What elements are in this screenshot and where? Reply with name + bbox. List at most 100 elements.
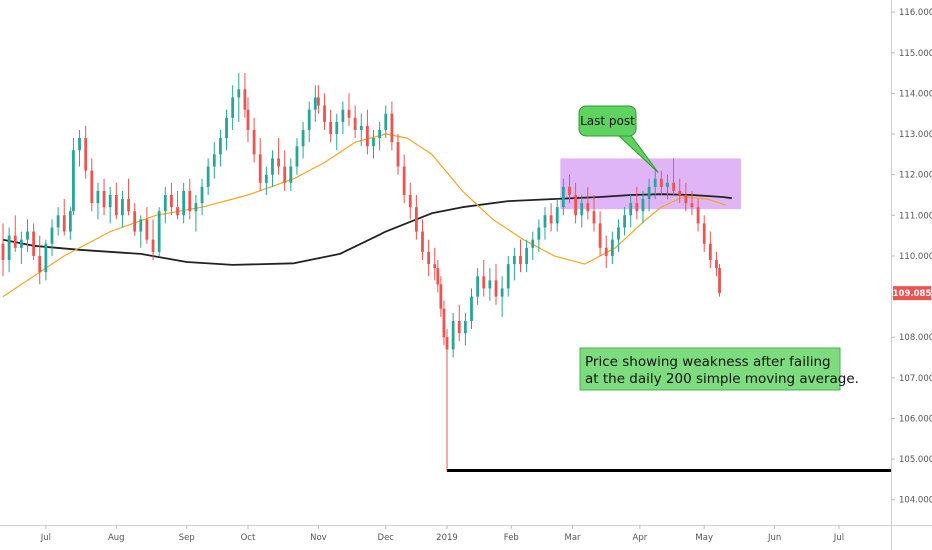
candle-body[interactable] bbox=[561, 186, 565, 208]
candle-body[interactable] bbox=[237, 89, 241, 98]
candle-body[interactable] bbox=[445, 337, 449, 350]
candle-body[interactable] bbox=[7, 235, 11, 260]
candle-body[interactable] bbox=[580, 203, 584, 216]
candle-body[interactable] bbox=[421, 231, 424, 252]
candle-body[interactable] bbox=[586, 203, 590, 212]
candle-body[interactable] bbox=[72, 150, 75, 212]
candle-body[interactable] bbox=[629, 203, 633, 216]
candle-body[interactable] bbox=[647, 186, 651, 200]
candle-body[interactable] bbox=[68, 211, 72, 232]
candle-body[interactable] bbox=[301, 129, 305, 147]
candle-body[interactable] bbox=[145, 219, 149, 240]
candle-body[interactable] bbox=[264, 174, 268, 183]
candle-body[interactable] bbox=[396, 142, 400, 167]
candle-body[interactable] bbox=[219, 138, 222, 155]
candle-body[interactable] bbox=[26, 231, 29, 240]
candle-body[interactable] bbox=[690, 203, 694, 208]
candle-body[interactable] bbox=[659, 178, 663, 187]
candle-body[interactable] bbox=[451, 320, 455, 350]
candle-body[interactable] bbox=[243, 89, 247, 110]
candle-body[interactable] bbox=[574, 194, 578, 216]
candle-body[interactable] bbox=[62, 215, 66, 232]
candle-body[interactable] bbox=[715, 260, 718, 269]
candle-body[interactable] bbox=[408, 194, 412, 208]
candle-body[interactable] bbox=[678, 190, 682, 195]
callout-bubble[interactable] bbox=[578, 105, 637, 137]
candle-body[interactable] bbox=[258, 154, 262, 183]
candle-body[interactable] bbox=[427, 251, 431, 265]
note-box[interactable] bbox=[579, 347, 841, 391]
candle-body[interactable] bbox=[463, 320, 467, 334]
candle-body[interactable] bbox=[390, 113, 394, 143]
candle-body[interactable] bbox=[537, 227, 541, 240]
candle-body[interactable] bbox=[653, 178, 657, 187]
candle-body[interactable] bbox=[323, 105, 326, 122]
candle-body[interactable] bbox=[252, 129, 256, 155]
candle-body[interactable] bbox=[19, 239, 23, 248]
candle-body[interactable] bbox=[543, 215, 547, 228]
candle-body[interactable] bbox=[359, 125, 363, 130]
candle-body[interactable] bbox=[353, 117, 357, 130]
candle-body[interactable] bbox=[439, 284, 443, 309]
candle-body[interactable] bbox=[170, 194, 173, 208]
candle-body[interactable] bbox=[341, 109, 345, 122]
candle-body[interactable] bbox=[519, 255, 522, 265]
candle-body[interactable] bbox=[365, 125, 369, 147]
candle-body[interactable] bbox=[56, 215, 60, 228]
candle-body[interactable] bbox=[78, 138, 81, 151]
candle-body[interactable] bbox=[672, 182, 675, 191]
candle-body[interactable] bbox=[283, 166, 287, 183]
candle-body[interactable] bbox=[96, 190, 100, 204]
candle-body[interactable] bbox=[225, 117, 228, 139]
candle-body[interactable] bbox=[200, 186, 204, 204]
candle-body[interactable] bbox=[246, 109, 250, 130]
candle-body[interactable] bbox=[313, 97, 317, 110]
candle-body[interactable] bbox=[488, 280, 492, 289]
candle-body[interactable] bbox=[718, 268, 721, 294]
candle-body[interactable] bbox=[277, 158, 280, 167]
candle-body[interactable] bbox=[1, 243, 5, 260]
candle-body[interactable] bbox=[696, 207, 700, 224]
candle-body[interactable] bbox=[635, 203, 639, 212]
candle-body[interactable] bbox=[500, 288, 504, 297]
candle-body[interactable] bbox=[623, 215, 626, 228]
candle-body[interactable] bbox=[102, 190, 106, 208]
candle-body[interactable] bbox=[372, 138, 375, 147]
candle-body[interactable] bbox=[231, 97, 235, 118]
candle-body[interactable] bbox=[163, 194, 167, 212]
candle-body[interactable] bbox=[84, 138, 88, 171]
candle-body[interactable] bbox=[506, 264, 510, 289]
candle-body[interactable] bbox=[50, 227, 54, 244]
candle-body[interactable] bbox=[442, 308, 446, 338]
candle-body[interactable] bbox=[151, 239, 155, 252]
candle-body[interactable] bbox=[44, 243, 48, 273]
candle-body[interactable] bbox=[436, 268, 440, 285]
candle-body[interactable] bbox=[114, 194, 118, 216]
candle-body[interactable] bbox=[108, 194, 112, 208]
candle-body[interactable] bbox=[295, 146, 299, 167]
candle-body[interactable] bbox=[470, 296, 473, 321]
candle-body[interactable] bbox=[271, 158, 274, 175]
candle-body[interactable] bbox=[555, 207, 559, 224]
candle-body[interactable] bbox=[384, 113, 388, 130]
candle-body[interactable] bbox=[604, 247, 608, 256]
candle-body[interactable] bbox=[212, 154, 216, 167]
candle-body[interactable] bbox=[316, 97, 320, 106]
candle-body[interactable] bbox=[525, 247, 529, 265]
candle-body[interactable] bbox=[90, 170, 94, 204]
candle-body[interactable] bbox=[531, 239, 535, 248]
candle-body[interactable] bbox=[127, 199, 130, 212]
candle-body[interactable] bbox=[617, 227, 620, 240]
candle-body[interactable] bbox=[289, 166, 293, 183]
candle-body[interactable] bbox=[666, 182, 669, 187]
candle-body[interactable] bbox=[347, 109, 351, 118]
candle-body[interactable] bbox=[568, 186, 571, 195]
candle-body[interactable] bbox=[335, 121, 339, 135]
candle-body[interactable] bbox=[457, 320, 461, 334]
time-axis[interactable]: Jul Aug Sep Oct Nov Dec 2019 Feb Mar Apr May Jun Jul bbox=[40, 525, 844, 543]
candle-body[interactable] bbox=[139, 219, 143, 232]
candle-body[interactable] bbox=[641, 199, 645, 212]
candle-body[interactable] bbox=[598, 223, 602, 248]
candle-body[interactable] bbox=[32, 231, 36, 256]
